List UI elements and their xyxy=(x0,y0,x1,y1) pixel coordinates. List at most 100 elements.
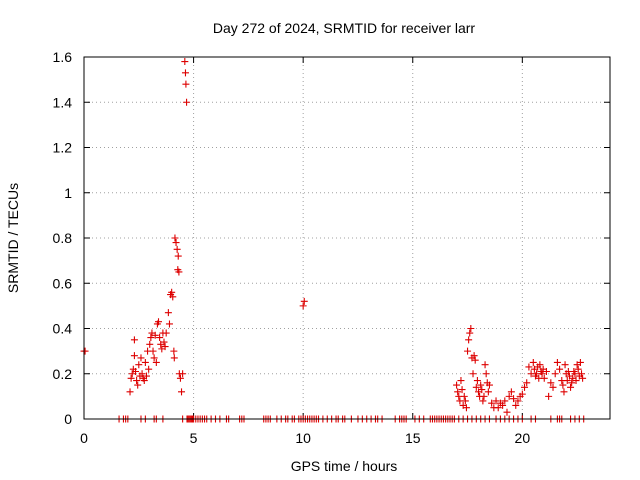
data-point xyxy=(182,80,190,88)
data-point xyxy=(81,347,89,355)
data-point xyxy=(127,374,135,382)
data-point xyxy=(556,365,564,373)
data-point xyxy=(130,352,138,360)
data-point xyxy=(553,358,561,366)
data-point xyxy=(545,392,553,400)
data-point xyxy=(164,309,172,317)
data-point xyxy=(183,98,191,106)
data-point xyxy=(505,392,513,400)
y-tick-label: 1.4 xyxy=(53,94,73,110)
data-point xyxy=(464,347,472,355)
data-point xyxy=(501,397,509,405)
data-point xyxy=(479,397,487,405)
data-point xyxy=(576,358,584,366)
data-point xyxy=(478,386,486,394)
data-point xyxy=(574,365,582,373)
data-point xyxy=(142,372,150,380)
data-point xyxy=(462,404,470,412)
data-point xyxy=(170,354,178,362)
plot-area-frame xyxy=(83,56,611,420)
data-point xyxy=(471,356,479,364)
data-point xyxy=(485,381,493,389)
data-point xyxy=(499,401,507,409)
data-point xyxy=(512,401,520,409)
data-point xyxy=(135,361,143,369)
x-axis-label: GPS time / hours xyxy=(291,458,398,474)
data-point xyxy=(525,363,533,371)
data-point xyxy=(138,370,146,378)
data-point xyxy=(458,386,466,394)
x-tick-label: 5 xyxy=(190,430,198,446)
tick-label-layer: 0 0.2 0.4 0.6 0.8 1 1.2 1.4 1.6 0 5 10 15 20 xyxy=(53,49,531,446)
data-point xyxy=(461,397,469,405)
data-point xyxy=(481,361,489,369)
data-point xyxy=(149,347,157,355)
data-point xyxy=(299,302,307,310)
data-point xyxy=(480,392,488,400)
y-tick-label: 0 xyxy=(64,411,72,427)
data-point xyxy=(155,318,163,326)
data-point xyxy=(457,377,465,385)
data-point xyxy=(174,252,182,260)
data-point xyxy=(507,388,515,396)
data-point xyxy=(540,374,548,382)
data-point xyxy=(466,329,474,337)
data-point xyxy=(171,234,179,242)
data-point xyxy=(147,334,155,342)
data-point xyxy=(538,370,546,378)
data-point xyxy=(542,367,550,375)
data-point xyxy=(477,381,485,389)
data-point xyxy=(175,268,183,276)
data-point xyxy=(560,388,568,396)
data-point xyxy=(179,370,187,378)
data-point xyxy=(156,334,164,342)
data-point xyxy=(178,388,186,396)
data-point xyxy=(169,293,177,301)
data-point xyxy=(300,297,308,305)
data-point xyxy=(162,329,170,337)
data-point xyxy=(137,354,145,362)
x-tick-label: 0 xyxy=(80,430,88,446)
data-point xyxy=(571,370,579,378)
data-point xyxy=(518,390,526,398)
data-point xyxy=(567,383,575,391)
y-tick-label: 1 xyxy=(64,185,72,201)
data-point xyxy=(130,336,138,344)
x-tick-label: 15 xyxy=(405,430,421,446)
data-point xyxy=(523,379,531,387)
data-point xyxy=(470,352,478,360)
data-point xyxy=(170,347,178,355)
data-point xyxy=(536,361,544,369)
data-point xyxy=(484,388,492,396)
data-point xyxy=(494,404,502,412)
data-point xyxy=(561,361,569,369)
data-point xyxy=(173,245,181,253)
x-tick-label: 20 xyxy=(515,430,531,446)
data-point xyxy=(165,320,173,328)
data-point xyxy=(472,383,480,391)
data-point xyxy=(181,69,189,77)
data-point xyxy=(563,377,571,385)
data-point xyxy=(467,325,475,332)
data-point xyxy=(514,397,522,405)
y-axis-label: SRMTID / TECUs xyxy=(5,183,21,293)
data-point xyxy=(568,379,576,387)
data-point xyxy=(549,383,557,391)
data-point xyxy=(176,374,184,382)
data-point xyxy=(140,377,148,385)
x-tick-label: 10 xyxy=(295,430,311,446)
chart-title: Day 272 of 2024, SRMTID for receiver lar… xyxy=(213,20,476,36)
y-tick-label: 1.6 xyxy=(53,49,73,65)
data-point xyxy=(521,383,529,391)
data-point xyxy=(473,377,481,385)
y-tick-label: 0.4 xyxy=(53,321,73,337)
data-point xyxy=(126,388,134,396)
data-point xyxy=(492,397,500,405)
y-tick-label: 0.6 xyxy=(53,275,73,291)
data-point xyxy=(529,358,537,366)
data-point xyxy=(579,374,587,382)
data-point xyxy=(465,336,473,344)
grid-layer xyxy=(84,57,610,419)
